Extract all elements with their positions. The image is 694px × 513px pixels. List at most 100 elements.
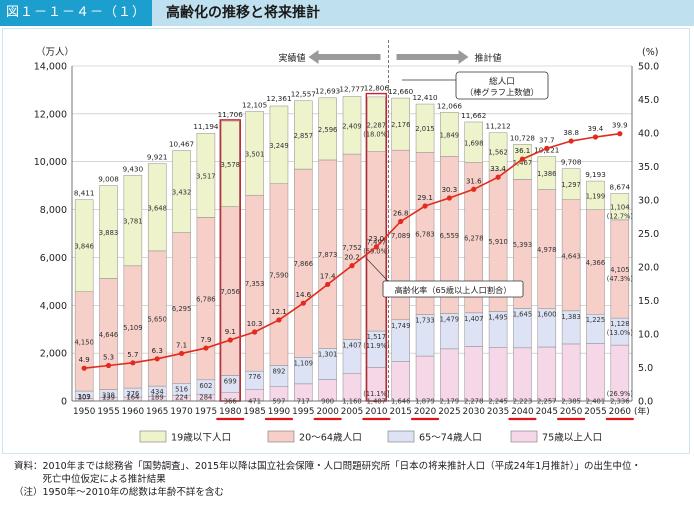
aging-rate-point — [544, 145, 550, 152]
segment-value-label: 2,287 — [367, 121, 386, 129]
segment-value-label: 2,336 — [610, 398, 629, 406]
segment-value-label: 4,646 — [99, 331, 118, 339]
aging-rate-point — [373, 244, 379, 250]
bar-segment — [440, 348, 459, 402]
stacked-bars — [74, 92, 630, 402]
bar-segment — [99, 185, 118, 279]
segment-value-label: 2,385 — [561, 398, 580, 406]
aging-rate-label: 6.3 — [152, 347, 163, 355]
segment-value-label: 164 — [126, 394, 139, 402]
legend-label: 19歳以下人口 — [171, 432, 231, 444]
x-tick-label: 2040 — [511, 407, 534, 417]
footnote-source-cont: 死亡中位仮定による推計結果 — [14, 474, 166, 485]
segment-value-label: 1,104 — [610, 204, 629, 212]
projection-arrow — [396, 50, 469, 64]
segment-value-label: 5,910 — [488, 238, 507, 246]
segment-value-label: 1,600 — [537, 311, 556, 319]
x-tick-label: 2020 — [414, 407, 437, 417]
total-label: 11,706 — [218, 110, 244, 119]
segment-value-label: 2,257 — [537, 398, 556, 406]
x-tick-label: 2000 — [316, 407, 339, 417]
bar-segment — [464, 346, 483, 402]
segment-value-label: 1,199 — [586, 192, 605, 200]
x-tick-label: 1960 — [122, 407, 145, 417]
aging-rate-line: 4.9 5.3 5.7 6.3 7.1 7.9 9.1 10.3 12.1 14.6 17.4 20.… — [79, 122, 628, 371]
segment-value-label: 2,179 — [440, 398, 459, 406]
bar-segment — [415, 103, 435, 153]
figure-label: 図１－１－４－（１） — [0, 0, 152, 26]
segment-value-label: 3,846 — [74, 243, 93, 251]
bar-segment — [464, 121, 483, 163]
aging-rate-point — [252, 329, 258, 335]
total-callout-line1: 総人口 — [489, 75, 515, 87]
segment-value-label: 2,596 — [318, 126, 337, 134]
aging-rate-point — [617, 131, 623, 137]
segment-value-label: 1,297 — [561, 181, 580, 189]
bar-segment — [488, 347, 508, 402]
aging-rate-point — [568, 138, 574, 144]
total-callout-box — [455, 71, 549, 100]
segment-value-label: 3,501 — [245, 150, 264, 158]
aging-rate-label: 7.9 — [200, 336, 211, 344]
aging-rate-label: 31.6 — [466, 177, 482, 185]
total-label: 11,662 — [461, 111, 486, 120]
aging-rate-point — [105, 362, 112, 369]
segment-value-label: 7,056 — [221, 288, 240, 296]
bar-segment — [367, 96, 386, 152]
segment-value-label: 7,752 — [342, 244, 361, 252]
total-label: 9,193 — [585, 170, 606, 179]
bar-segment — [561, 168, 581, 200]
x-tick-label: 2025 — [438, 407, 460, 417]
total-label: 8,674 — [610, 182, 631, 191]
aging-rate-label: 20.2 — [344, 254, 360, 262]
segment-value-label: 1,386 — [537, 170, 556, 178]
x-tick-label: 1970 — [170, 407, 193, 417]
aging-rate-label: 26.8 — [393, 209, 409, 217]
aging-rate-label: 30.3 — [442, 186, 458, 194]
aging-rate-point — [154, 356, 160, 362]
right-tick-label: 10.0 — [638, 330, 659, 341]
aging-rate-point — [203, 345, 209, 351]
segment-value-label: 4,366 — [586, 259, 605, 267]
legend-swatch — [387, 430, 415, 443]
segment-value-label: 3,883 — [99, 229, 118, 237]
segment-value-label: 2,409 — [342, 122, 361, 130]
right-tick-label: 50.0 — [638, 62, 659, 73]
bar-segment — [391, 97, 410, 151]
legend-label: 65～74歳人口 — [419, 432, 482, 444]
segment-value-label: 4,643 — [561, 252, 580, 260]
right-tick-label: 20.0 — [638, 263, 659, 274]
x-axis-year-suffix: (年) — [634, 405, 650, 417]
right-tick-label: 0.0 — [638, 397, 653, 408]
left-tick-label: 12,000 — [34, 109, 67, 120]
total-label: 9,430 — [123, 164, 144, 173]
figure-title: 高齢化の推移と将来推計 — [166, 5, 320, 21]
segment-value-label: 7,590 — [269, 272, 288, 280]
segment-value-label: 776 — [248, 373, 261, 381]
total-label: 11,194 — [193, 122, 219, 131]
aging-rate-label: 17.4 — [320, 272, 336, 280]
aging-rate-label: 36.1 — [515, 147, 531, 155]
total-label: 12,105 — [242, 100, 267, 109]
segment-value-label: 1,383 — [561, 313, 580, 321]
segment-value-label: 2,176 — [391, 121, 410, 129]
aging-rate-point — [592, 134, 599, 140]
segment-value-label: 376 — [126, 390, 139, 398]
right-tick-label: 15.0 — [638, 296, 659, 307]
bar-segment — [537, 346, 557, 402]
bar-segment — [440, 112, 459, 157]
rate-callout-leader — [365, 257, 389, 282]
segment-value-label: 3,432 — [172, 189, 191, 197]
bar-segment — [537, 156, 557, 190]
aging-rate-label: 12.1 — [271, 308, 287, 316]
total-label: 12,660 — [388, 87, 414, 96]
x-tick-label: 1975 — [195, 407, 217, 417]
aging-rate-label: 10.3 — [247, 320, 263, 328]
bar-segment — [488, 132, 508, 171]
total-label: 10,467 — [169, 140, 194, 149]
bar-segment — [513, 144, 532, 180]
segment-value-label: 602 — [199, 382, 212, 390]
total-label: 8,411 — [74, 189, 95, 198]
right-axis-unit: (%) — [642, 47, 658, 58]
